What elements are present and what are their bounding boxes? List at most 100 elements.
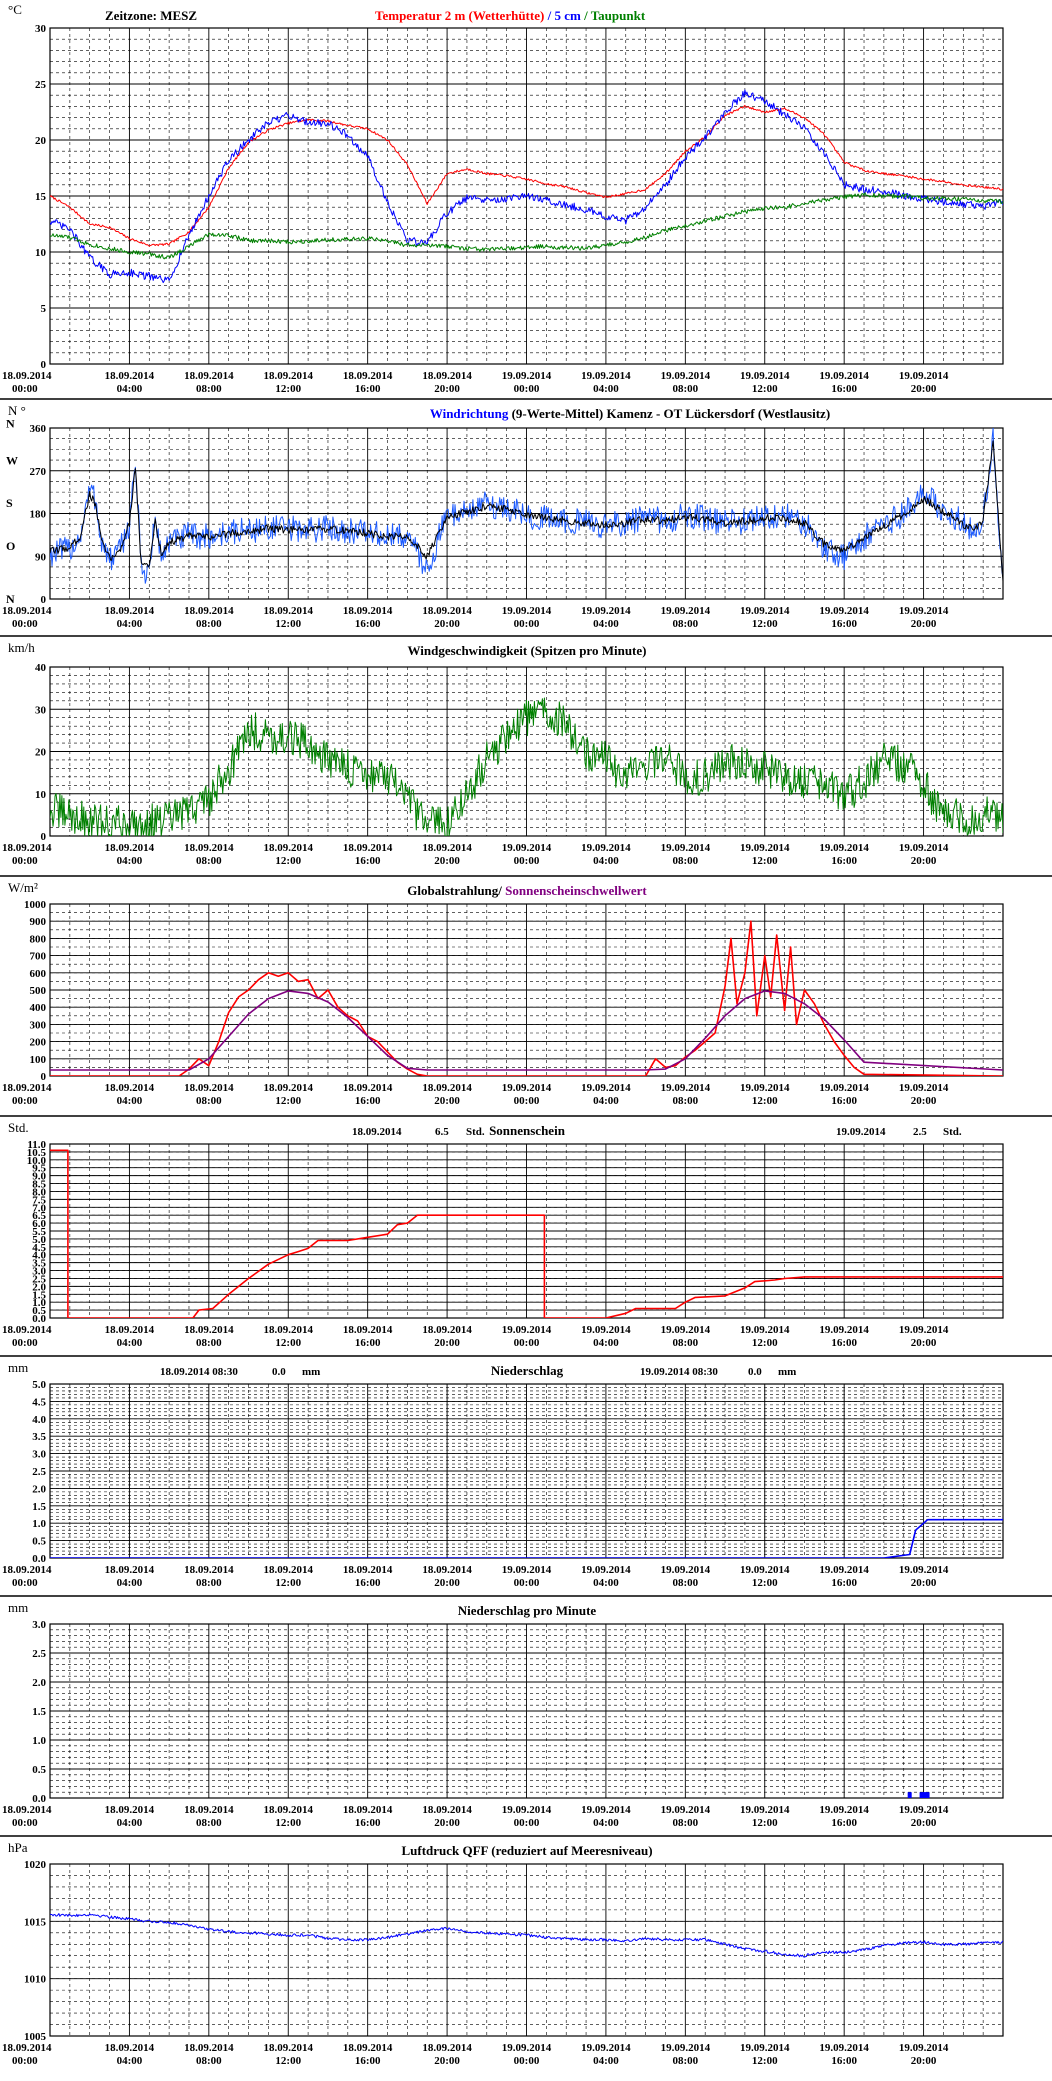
title-part: / [581,8,588,23]
bar-mark [925,1792,930,1798]
plot-frame [49,1143,1004,1319]
x-tick-date: 19.09.2014 [661,1564,711,1576]
y-tick-label: 5.0 [32,1234,46,1246]
x-tick-time: 16:00 [831,1577,857,1589]
x-tick-date: 19.09.2014 [899,2042,949,2054]
plot-frame [49,427,1004,600]
y-tick-label: 3.0 [32,1619,46,1631]
y-tick-label: 90 [35,551,47,563]
x-tick-date: 18.09.2014 [105,1324,155,1336]
y-tick-label: 0 [41,359,47,371]
x-tick-date: 18.09.2014 [264,1082,314,1094]
x-tick-time: 20:00 [434,618,460,630]
unit-label: hPa [8,1840,28,1855]
y-tick-label: 4.0 [32,1414,46,1426]
x-tick-time: 04:00 [593,1817,619,1829]
x-tick-time: 20:00 [911,1095,937,1107]
y-tick-label: 600 [30,968,47,980]
series-line [50,1913,1003,1958]
x-tick-date: 19.09.2014 [502,370,552,382]
y-tick-label: 11.0 [27,1139,46,1151]
x-tick-date: 18.09.2014 [184,842,234,854]
x-tick-time: 08:00 [196,383,222,395]
x-tick-time: 16:00 [831,1337,857,1349]
compass-label-n: N [6,592,15,606]
title-part: (9-Werte-Mittel) [508,406,606,421]
y-tick-label: 1005 [24,2031,47,2043]
y-tick-label: 200 [30,1037,47,1049]
x-tick-date: 19.09.2014 [819,605,869,617]
x-tick-date: 19.09.2014 [661,1804,711,1816]
x-tick-time: 04:00 [117,1577,143,1589]
x-tick-date: 18.09.2014 [343,605,393,617]
x-tick-date: 19.09.2014 [581,1804,631,1816]
title-part: Taupunkt [588,8,646,23]
x-tick-time: 00:00 [514,1577,540,1589]
x-tick-time: 00:00 [12,1337,38,1349]
series-group [50,1149,1003,1318]
x-tick-time: 16:00 [831,618,857,630]
x-tick-time: 12:00 [752,1095,778,1107]
header-unit: mm [778,1366,796,1378]
y-tick-label: 5 [41,303,47,315]
x-tick-date: 18.09.2014 [2,605,52,617]
x-tick-time: 00:00 [514,1817,540,1829]
x-tick-time: 08:00 [672,1817,698,1829]
y-tick-label: 900 [30,916,47,928]
x-tick-date: 18.09.2014 [2,2042,52,2054]
x-tick-date: 19.09.2014 [581,1324,631,1336]
compass-label-s: S [6,496,13,510]
y-tick-label: 270 [30,466,47,478]
chart-panel-7: 0.00.51.01.52.02.53.0mm18.09.201400:0018… [0,1595,1052,1829]
x-tick-date: 18.09.2014 [105,1804,155,1816]
x-tick-date: 18.09.2014 [343,1804,393,1816]
x-tick-time: 08:00 [672,383,698,395]
series-group [50,697,1003,836]
x-tick-date: 19.09.2014 [502,2042,552,2054]
x-tick-time: 16:00 [355,1095,381,1107]
x-tick-time: 16:00 [831,383,857,395]
x-tick-date: 19.09.2014 [581,1082,631,1094]
x-tick-time: 08:00 [672,855,698,867]
y-tick-label: 10 [35,789,47,801]
x-tick-date: 19.09.2014 [819,370,869,382]
grid [49,903,1004,1077]
x-tick-date: 19.09.2014 [740,1564,790,1576]
y-tick-label: 1.0 [32,1297,46,1309]
header-unit: Std. [943,1126,962,1138]
x-tick-date: 18.09.2014 [184,1804,234,1816]
x-tick-date: 19.09.2014 [899,370,949,382]
x-tick-date: 18.09.2014 [422,842,472,854]
title-part: 5 cm [551,8,581,23]
x-tick-date: 18.09.2014 [184,1564,234,1576]
unit-label: W/m² [8,880,38,895]
chart-panel-4: 0 100 200 300 400 500 600 700 800 900 1000 W/m² 18.0… [0,875,1052,1107]
x-tick-time: 12:00 [275,1817,301,1829]
x-tick-time: 00:00 [12,1095,38,1107]
y-tick-label: 1.0 [32,1735,46,1747]
x-tick-time: 04:00 [117,1095,143,1107]
chart-title: Niederschlag pro Minute [458,1603,597,1618]
y-tick-label: 0.5 [32,1536,46,1548]
y-tick-label: 100 [30,1054,47,1066]
x-tick-date: 19.09.2014 [819,1564,869,1576]
x-tick-date: 18.09.2014 [2,1324,52,1336]
x-tick-time: 08:00 [672,618,698,630]
x-tick-time: 12:00 [752,618,778,630]
y-tick-label: 1.0 [32,1518,46,1530]
y-tick-label: 25 [35,79,47,91]
x-tick-date: 18.09.2014 [343,2042,393,2054]
x-tick-time: 04:00 [593,1577,619,1589]
series-line [50,1149,1003,1318]
x-tick-time: 16:00 [355,855,381,867]
title-part: Niederschlag [491,1363,564,1378]
x-tick-time: 04:00 [117,1337,143,1349]
x-tick-date: 18.09.2014 [2,1564,52,1576]
title-part: Temperatur 2 m (Wetterhütte) [375,8,544,23]
x-tick-date: 19.09.2014 [581,1564,631,1576]
series-line [50,104,1003,247]
x-tick-date: 18.09.2014 [105,842,155,854]
y-tick-label: 0.0 [32,1313,46,1325]
x-tick-date: 19.09.2014 [740,1804,790,1816]
x-tick-date: 18.09.2014 [264,605,314,617]
